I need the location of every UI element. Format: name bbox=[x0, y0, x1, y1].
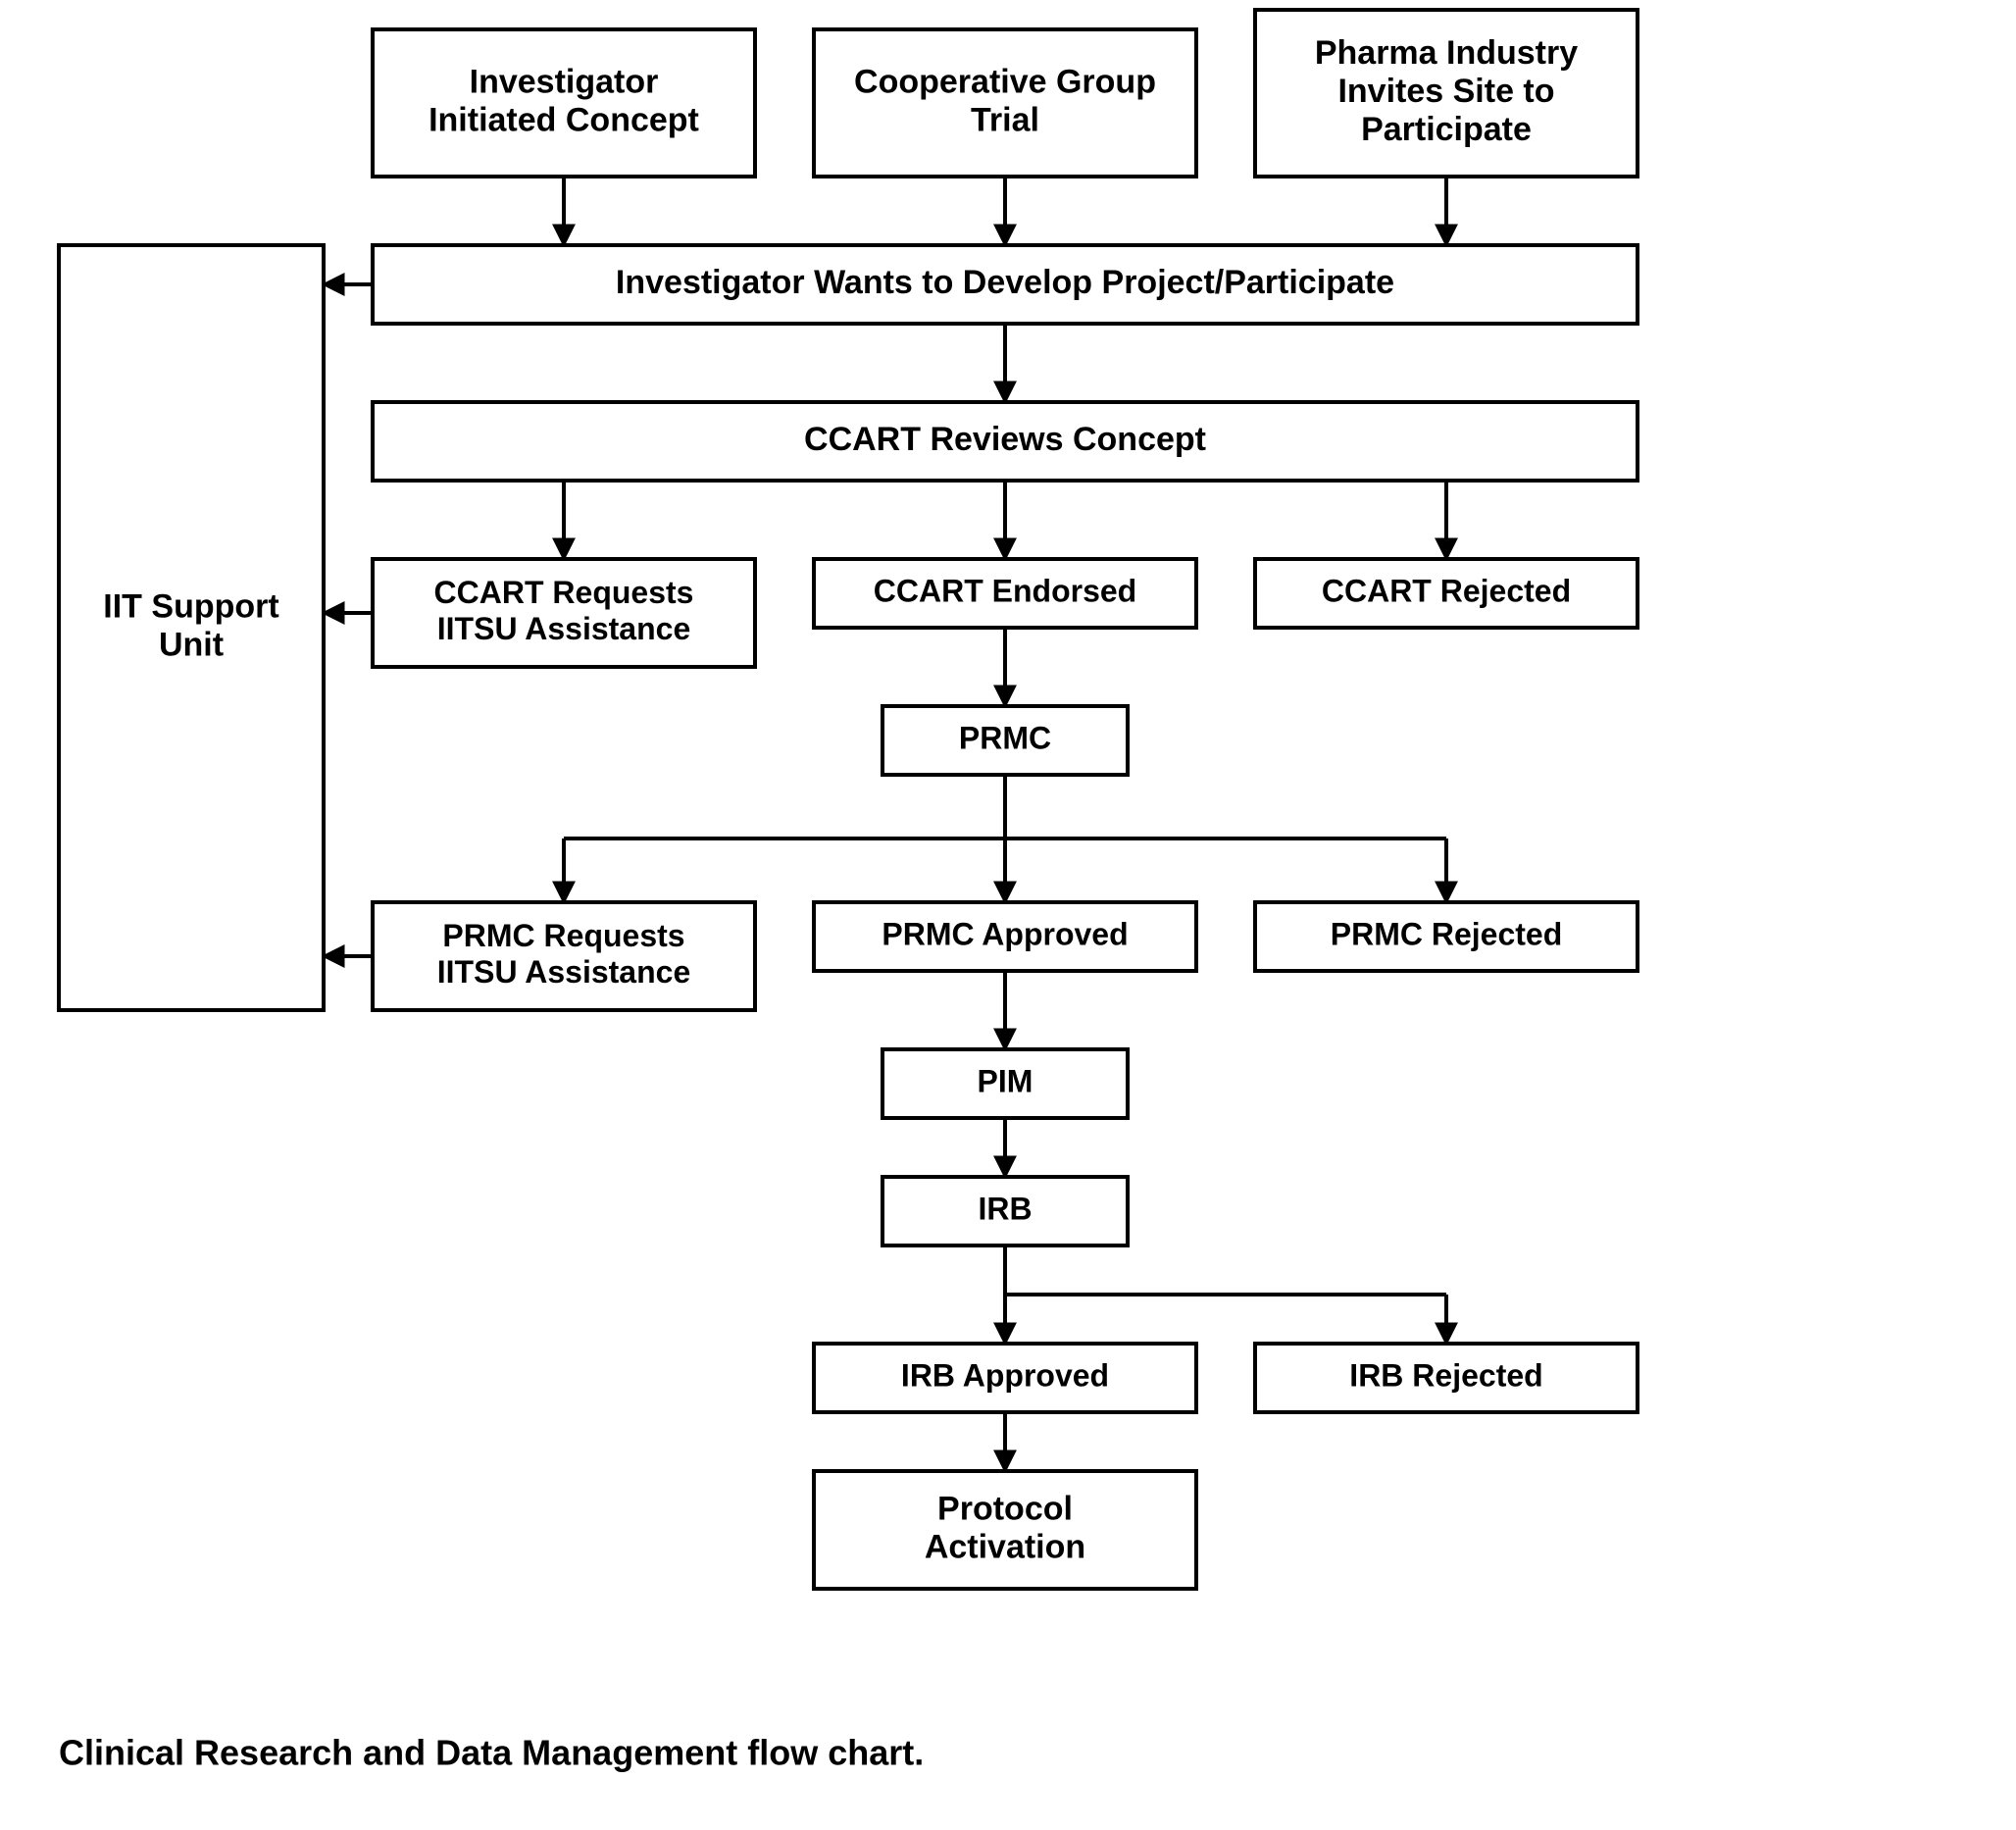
node-pharma: Pharma IndustryInvites Site toParticipat… bbox=[1255, 10, 1638, 177]
node-irb-appr: IRB Approved bbox=[814, 1344, 1196, 1412]
node-label: PRMC bbox=[959, 720, 1051, 755]
node-label: IITSU Assistance bbox=[437, 954, 690, 990]
node-label: PRMC Rejected bbox=[1331, 916, 1563, 951]
node-label: Protocol bbox=[937, 1490, 1073, 1527]
node-irb: IRB bbox=[882, 1177, 1128, 1245]
node-label: CCART Reviews Concept bbox=[804, 421, 1206, 458]
node-label: PIM bbox=[978, 1063, 1033, 1098]
node-label: IRB Rejected bbox=[1349, 1357, 1542, 1393]
node-label: Cooperative Group bbox=[854, 63, 1156, 100]
node-inv-concept: InvestigatorInitiated Concept bbox=[373, 29, 755, 177]
node-label: IIT Support bbox=[103, 587, 278, 625]
node-label: Initiated Concept bbox=[428, 102, 699, 139]
node-label: Investigator Wants to Develop Project/Pa… bbox=[616, 264, 1394, 301]
node-prmc-rej: PRMC Rejected bbox=[1255, 902, 1638, 971]
node-pim: PIM bbox=[882, 1049, 1128, 1118]
node-label: Investigator bbox=[470, 63, 659, 100]
node-label: Pharma Industry bbox=[1315, 34, 1578, 72]
node-protocol: ProtocolActivation bbox=[814, 1471, 1196, 1589]
node-iit-support: IIT SupportUnit bbox=[59, 245, 324, 1010]
node-wants: Investigator Wants to Develop Project/Pa… bbox=[373, 245, 1638, 324]
node-prmc: PRMC bbox=[882, 706, 1128, 775]
node-irb-rej: IRB Rejected bbox=[1255, 1344, 1638, 1412]
node-ccart-reviews: CCART Reviews Concept bbox=[373, 402, 1638, 481]
node-prmc-req: PRMC RequestsIITSU Assistance bbox=[373, 902, 755, 1010]
node-ccart-req: CCART RequestsIITSU Assistance bbox=[373, 559, 755, 667]
figure-caption: Clinical Research and Data Management fl… bbox=[59, 1733, 924, 1773]
node-label: PRMC Approved bbox=[882, 916, 1128, 951]
node-coop-trial: Cooperative GroupTrial bbox=[814, 29, 1196, 177]
flowchart-canvas: InvestigatorInitiated Concept Cooperative… bbox=[0, 0, 2016, 1830]
node-label: PRMC Requests bbox=[442, 918, 684, 953]
node-label: Participate bbox=[1361, 111, 1532, 148]
node-prmc-appr: PRMC Approved bbox=[814, 902, 1196, 971]
node-label: Invites Site to bbox=[1337, 73, 1554, 110]
node-label: Activation bbox=[925, 1529, 1085, 1566]
node-label: CCART Endorsed bbox=[874, 573, 1136, 608]
node-label: CCART Rejected bbox=[1322, 573, 1571, 608]
node-label: IRB Approved bbox=[901, 1357, 1109, 1393]
node-label: CCART Requests bbox=[434, 575, 694, 610]
node-ccart-rej: CCART Rejected bbox=[1255, 559, 1638, 628]
edges-group bbox=[324, 177, 1446, 1471]
node-label: Unit bbox=[159, 627, 224, 664]
node-label: IITSU Assistance bbox=[437, 611, 690, 646]
node-ccart-end: CCART Endorsed bbox=[814, 559, 1196, 628]
node-label: IRB bbox=[978, 1191, 1032, 1226]
node-label: Trial bbox=[971, 102, 1039, 139]
nodes-group: InvestigatorInitiated Concept Cooperative… bbox=[59, 10, 1638, 1589]
